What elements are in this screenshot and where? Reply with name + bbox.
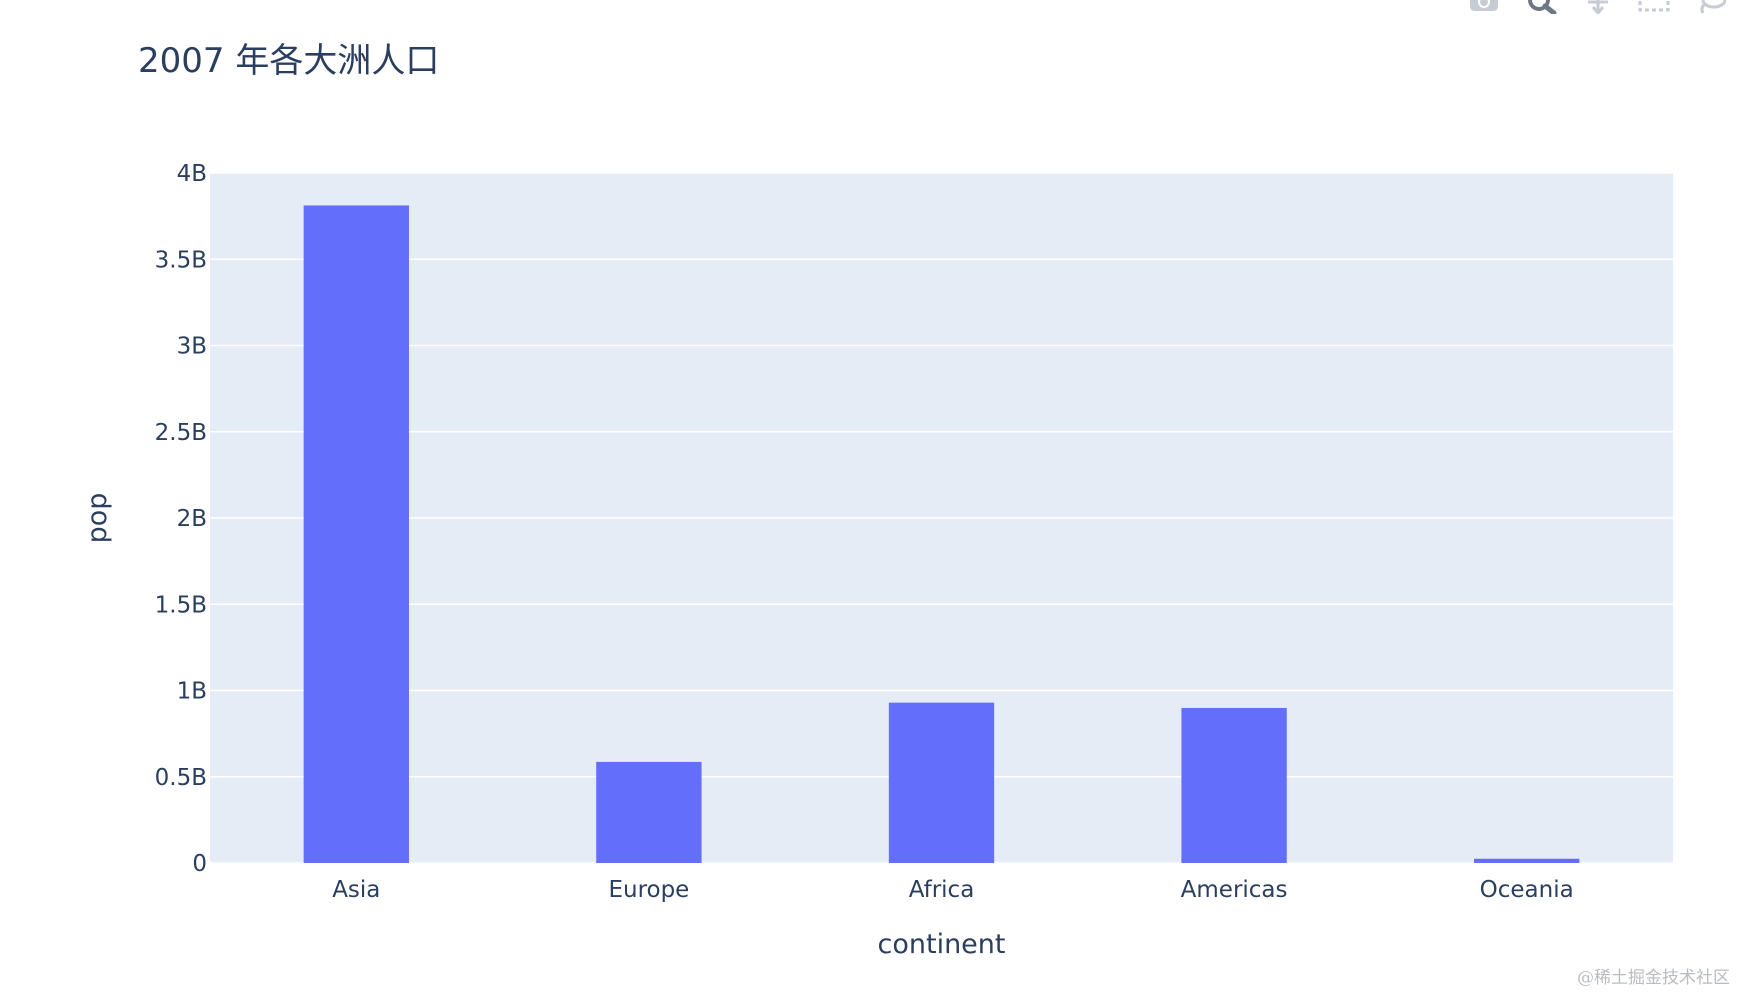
y-tick-label: 1.5B: [155, 592, 207, 618]
x-tick-label: Europe: [608, 877, 689, 903]
x-axis-ticks: Asia Europe Africa Americas Oceania: [332, 877, 1574, 903]
x-tick-label: Oceania: [1480, 877, 1574, 903]
y-tick-label: 2B: [177, 506, 207, 532]
pan-icon[interactable]: [1584, 0, 1612, 14]
modebar: [1468, 0, 1726, 16]
bar-europe: [596, 761, 702, 863]
zoom-icon[interactable]: [1526, 0, 1558, 14]
y-axis-title: pop: [82, 493, 113, 544]
y-tick-label: 4B: [177, 161, 207, 187]
y-tick-label: 0.5B: [155, 765, 207, 791]
x-tick-label: Americas: [1181, 877, 1288, 903]
y-tick-label: 1B: [177, 679, 207, 705]
watermark: @稀土掘金技术社区: [1577, 968, 1730, 988]
camera-icon[interactable]: [1468, 0, 1500, 12]
y-tick-label: 0: [192, 851, 207, 877]
bar-americas: [1181, 707, 1287, 863]
bars: [303, 205, 1580, 863]
bar-oceania: [1474, 858, 1580, 863]
chart-title: 2007 年各大洲人口: [138, 41, 439, 81]
y-tick-label: 3B: [177, 334, 207, 360]
x-tick-label: Asia: [332, 877, 380, 903]
y-tick-label: 3.5B: [155, 247, 207, 273]
bar-africa: [888, 702, 995, 863]
bar-asia: [303, 205, 409, 863]
lasso-icon[interactable]: [1696, 0, 1726, 14]
y-axis-ticks: 0 0.5B 1B 1.5B 2B 2.5B 3B 3.5B 4B: [155, 161, 207, 877]
y-tick-label: 2.5B: [155, 420, 207, 446]
select-box-icon[interactable]: [1638, 0, 1670, 14]
x-tick-label: Africa: [909, 877, 975, 903]
x-axis-title: continent: [878, 929, 1006, 960]
